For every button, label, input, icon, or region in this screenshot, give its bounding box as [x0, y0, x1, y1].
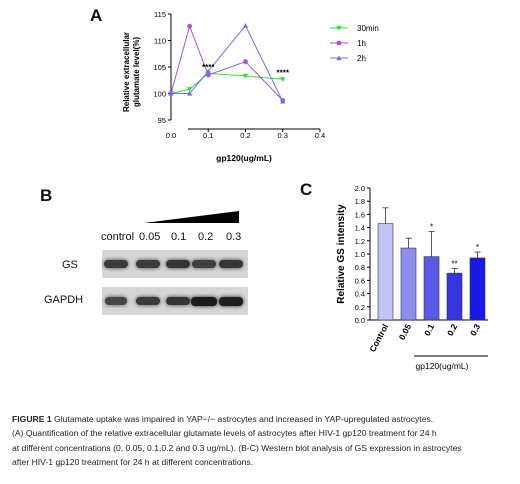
data-point [187, 90, 193, 96]
y-tick-label: 1.4 [355, 224, 365, 233]
y-tick-label: 95 [158, 116, 166, 125]
data-point [242, 23, 249, 28]
x-tick-label: 0.2 [240, 131, 250, 140]
chart-a-legend: 30min 1h 2h [330, 24, 379, 63]
legend-label: 2h [357, 54, 366, 63]
blot-band [104, 297, 128, 305]
blot-lane-label: 0.1 [171, 231, 187, 243]
bar [446, 272, 463, 321]
caption-text: Glutamate uptake was impaired in YAP−/− … [54, 414, 434, 424]
category-label: 0.1 [422, 322, 437, 337]
bar [377, 223, 394, 321]
caption-label: FIGURE 1 [12, 414, 52, 424]
chart-c-bars: Control 0.05 * 0.1 ** 0.2 * 0.3 [367, 207, 486, 354]
data-point [168, 90, 174, 96]
blot-row-label-gs: GS [62, 259, 78, 271]
blot-lane-label: 0.05 [139, 231, 161, 243]
data-point [242, 73, 249, 79]
y-tick-label: 0.6 [355, 276, 365, 285]
legend-label: 30min [357, 24, 379, 33]
y-tick-label: 1.8 [355, 197, 365, 206]
significance-annotation: **** [202, 63, 215, 72]
category-label: 0.3 [468, 322, 483, 337]
y-tick-label: 0.2 [355, 303, 365, 312]
blot-band [191, 297, 217, 307]
chart-c-ylabel: Relative GS intensity [336, 204, 347, 304]
chart-c-axes: 0.0 0.2 0.4 0.6 0.8 1.0 1.2 1.4 1.6 1.8 2.0 [355, 184, 488, 357]
blot-lane-label: 0.3 [226, 231, 242, 243]
caption-line-2: (A) Quantification of the relative extra… [12, 428, 437, 439]
category-label: Control [367, 322, 390, 353]
figure-caption: FIGURE 1 Glutamate uptake was impaired i… [12, 412, 512, 470]
data-point [280, 98, 286, 104]
significance-mark: * [476, 243, 479, 252]
chart-a-ylabel-line2: glutamate level(%) [132, 37, 141, 108]
data-point [243, 59, 248, 65]
blot-band [219, 260, 243, 269]
blot-band [218, 297, 244, 307]
data-point [336, 25, 342, 31]
gapdh-blot-strip [102, 287, 248, 315]
x-tick-label: 0.4 [315, 131, 325, 140]
y-tick-label: 2.0 [355, 184, 365, 193]
bar [400, 247, 417, 321]
chart-a-xlabel: gp120(ug/mL) [216, 153, 272, 163]
caption-line-3: at different concentrations (0, 0.05, 0.… [12, 442, 462, 453]
blot-lane-label: 0.2 [198, 231, 214, 243]
blot-band [136, 260, 160, 269]
y-tick-label: 110 [154, 37, 166, 46]
data-point [205, 68, 211, 74]
data-point [336, 40, 342, 46]
x-tick-label: 0.1 [203, 131, 213, 140]
gs-intensity-bar-chart: 0.0 0.2 0.4 0.6 0.8 1.0 1.2 1.4 1.6 1.8 2.0 Contro… [336, 184, 488, 371]
chart-a-series: **** **** [168, 23, 290, 104]
data-point [187, 87, 193, 92]
data-point [187, 23, 193, 29]
glutamate-line-chart: 95 100 105 110 115 0.0 0.1 0.2 0.3 0.4 **** **** 3… [122, 10, 379, 163]
y-tick-label: 0.0 [355, 316, 365, 325]
blot-band [166, 260, 190, 269]
y-tick-label: 0.8 [355, 263, 365, 272]
y-tick-label: 1.2 [355, 237, 365, 246]
blot-row-label-gapdh: GAPDH [44, 294, 84, 306]
category-label: 0.05 [397, 322, 414, 342]
concentration-gradient-wedge [144, 211, 239, 223]
significance-annotation: **** [277, 68, 290, 77]
category-label: 0.2 [445, 322, 460, 337]
y-tick-label: 115 [154, 10, 166, 19]
blot-band [136, 297, 160, 306]
panel-b-letter: B [40, 186, 53, 205]
caption-line-1: FIGURE 1 Glutamate uptake was impaired i… [12, 412, 512, 426]
panel-a-letter: A [90, 6, 103, 25]
chart-c-xlabel: gp120(ug/mL) [416, 361, 469, 371]
significance-mark: * [430, 223, 433, 232]
y-tick-label: 100 [153, 90, 166, 99]
significance-mark: ** [451, 260, 457, 269]
bar [469, 257, 486, 321]
x-tick-label: 0.0 [166, 131, 176, 140]
y-tick-label: 0.4 [355, 290, 365, 299]
blot-band [104, 260, 128, 269]
blot-band [192, 260, 216, 269]
data-point [336, 55, 342, 61]
gs-blot-strip [102, 250, 248, 278]
y-tick-label: 105 [153, 63, 166, 72]
chart-a-axes: 95 100 105 110 115 0.0 0.1 0.2 0.3 0.4 [153, 10, 325, 140]
data-point [280, 77, 286, 82]
y-tick-label: 1.0 [355, 250, 365, 259]
panel-c-letter: C [300, 180, 313, 199]
y-tick-label: 1.6 [355, 210, 365, 219]
blot-lane-label: control [101, 231, 135, 243]
data-point [205, 72, 211, 78]
legend-label: 1h [357, 39, 366, 48]
caption-line-4: after HIV-1 gp120 treatment for 24 h at … [12, 457, 254, 468]
x-tick-label: 0.3 [278, 131, 288, 140]
bar [423, 256, 440, 321]
chart-a-ylabel-line1: Relative extracellular [122, 32, 131, 112]
blot-band [166, 297, 190, 306]
